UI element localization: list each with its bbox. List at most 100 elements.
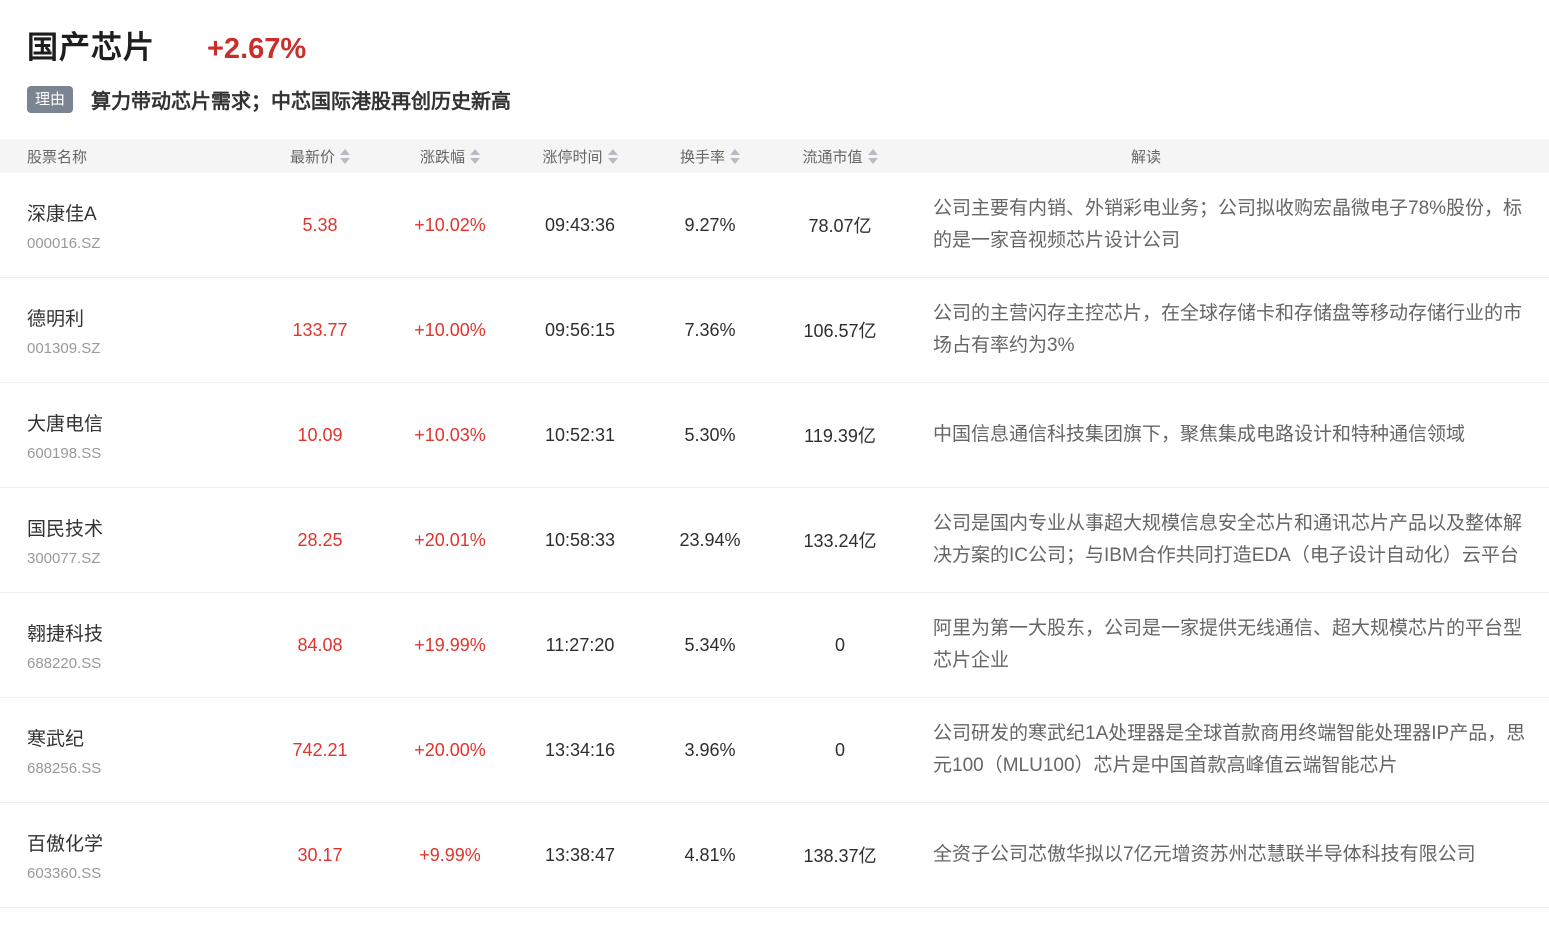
sort-icon [340, 148, 350, 164]
column-label: 换手率 [679, 148, 725, 166]
column-header-stock-name: 股票名称 [0, 146, 255, 167]
latest-price: 28.25 [297, 529, 343, 550]
turnover-rate: 9.27% [684, 214, 736, 235]
column-label: 解读 [1130, 148, 1161, 166]
limit-up-time: 13:38:47 [544, 844, 616, 865]
market-cap: 106.57亿 [803, 321, 877, 341]
sort-down-icon [340, 157, 350, 164]
stock-name-cell: 翱捷科技 688220.SS [0, 619, 255, 672]
stock-name-cell: 德明利 001309.SZ [0, 304, 255, 357]
sector-title-line: 国产芯片 +2.67% [27, 22, 1549, 67]
column-label: 流通市值 [802, 148, 863, 166]
market-cap: 78.07亿 [808, 216, 872, 236]
market-cap: 133.24亿 [803, 531, 877, 551]
stock-name[interactable]: 大唐电信 [27, 413, 104, 435]
stock-row[interactable]: 百傲化学 603360.SS 30.17 +9.99% 13:38:47 4.8… [0, 803, 1549, 908]
turnover-rate: 5.34% [684, 634, 736, 655]
stock-row[interactable]: 翱捷科技 688220.SS 84.08 +19.99% 11:27:20 5.… [0, 593, 1549, 698]
column-header-turnover-rate[interactable]: 换手率 [645, 146, 775, 167]
stock-table-body: 深康佳A 000016.SZ 5.38 +10.02% 09:43:36 9.2… [0, 173, 1549, 908]
stock-name-cell: 百傲化学 603360.SS [0, 829, 255, 882]
latest-price: 5.38 [302, 214, 338, 235]
turnover-rate: 3.96% [684, 739, 736, 760]
sort-down-icon [470, 157, 480, 164]
sort-down-icon [867, 157, 878, 164]
column-header-change-percent[interactable]: 涨跌幅 [385, 146, 515, 167]
reason-text: 算力带动芯片需求；中芯国际港股再创历史新高 [91, 91, 512, 113]
stock-code: 001309.SZ [27, 339, 101, 357]
change-percent: +10.03% [414, 424, 486, 445]
limit-up-time: 10:52:31 [544, 424, 616, 445]
analysis-text: 公司的主营闪存主控芯片，在全球存储卡和存储盘等移动存储行业的市场占有率约为3% [933, 303, 1523, 356]
latest-price: 133.77 [292, 319, 348, 340]
stock-code: 600198.SS [27, 444, 102, 462]
stock-code: 688220.SS [27, 654, 102, 672]
stock-row[interactable]: 寒武纪 688256.SS 742.21 +20.00% 13:34:16 3.… [0, 698, 1549, 803]
turnover-rate: 7.36% [684, 319, 736, 340]
change-percent: +10.00% [414, 319, 486, 340]
analysis-text: 公司研发的寒武纪1A处理器是全球首款商用终端智能处理器IP产品，思元100（ML… [933, 723, 1526, 776]
stock-row[interactable]: 国民技术 300077.SZ 28.25 +20.01% 10:58:33 23… [0, 488, 1549, 593]
stock-name-cell: 深康佳A 000016.SZ [0, 199, 255, 252]
column-header-limit-up-time[interactable]: 涨停时间 [515, 146, 645, 167]
sort-up-icon [340, 148, 350, 155]
sort-icon [867, 148, 878, 164]
stock-name[interactable]: 寒武纪 [27, 728, 85, 750]
turnover-rate: 4.81% [684, 844, 736, 865]
latest-price: 10.09 [297, 424, 343, 445]
limit-up-time: 13:34:16 [544, 739, 616, 760]
latest-price: 84.08 [297, 634, 343, 655]
stock-row[interactable]: 深康佳A 000016.SZ 5.38 +10.02% 09:43:36 9.2… [0, 173, 1549, 278]
sector-header: 国产芯片 +2.67% 理由 算力带动芯片需求；中芯国际港股再创历史新高 [0, 0, 1549, 139]
column-header-latest-price[interactable]: 最新价 [255, 146, 385, 167]
latest-price: 30.17 [297, 844, 343, 865]
sort-up-icon [607, 148, 618, 155]
stock-code: 000016.SZ [27, 234, 101, 252]
change-percent: +19.99% [414, 634, 486, 655]
turnover-rate: 23.94% [679, 529, 741, 550]
analysis-text: 公司是国内专业从事超大规模信息安全芯片和通讯芯片产品以及整体解决方案的IC公司；… [933, 513, 1523, 566]
stock-name-cell: 寒武纪 688256.SS [0, 724, 255, 777]
column-header-market-cap[interactable]: 流通市值 [775, 146, 905, 167]
sector-change-percent: +2.67% [207, 33, 307, 65]
limit-up-time: 11:27:20 [545, 634, 615, 655]
table-header-row: 股票名称 最新价 涨跌幅 涨停时间 换手率 流通市值 解读 [0, 139, 1549, 173]
stock-name[interactable]: 国民技术 [27, 518, 104, 540]
sort-up-icon [730, 148, 740, 155]
stock-name[interactable]: 德明利 [27, 308, 85, 330]
market-cap: 0 [834, 634, 845, 655]
sort-icon [607, 148, 618, 164]
column-label: 涨停时间 [542, 148, 603, 166]
sort-down-icon [730, 157, 740, 164]
sort-icon [470, 148, 480, 164]
market-cap: 0 [834, 739, 845, 760]
reason-badge: 理由 [27, 86, 74, 113]
stock-code: 603360.SS [27, 864, 102, 882]
stock-code: 688256.SS [27, 759, 102, 777]
limit-up-time: 09:56:15 [544, 319, 616, 340]
change-percent: +9.99% [419, 844, 481, 865]
column-label: 最新价 [289, 148, 335, 166]
stock-code: 300077.SZ [27, 549, 101, 567]
stock-name[interactable]: 翱捷科技 [27, 623, 104, 645]
sort-up-icon [470, 148, 480, 155]
analysis-text: 阿里为第一大股东，公司是一家提供无线通信、超大规模芯片的平台型芯片企业 [933, 618, 1523, 671]
stock-row[interactable]: 大唐电信 600198.SS 10.09 +10.03% 10:52:31 5.… [0, 383, 1549, 488]
change-percent: +10.02% [414, 214, 486, 235]
stock-name[interactable]: 深康佳A [27, 203, 97, 225]
sector-name: 国产芯片 [27, 30, 155, 65]
stock-row[interactable]: 德明利 001309.SZ 133.77 +10.00% 09:56:15 7.… [0, 278, 1549, 383]
change-percent: +20.01% [414, 529, 486, 550]
reason-line: 理由 算力带动芯片需求；中芯国际港股再创历史新高 [27, 85, 1549, 114]
sort-up-icon [867, 148, 878, 155]
market-cap: 138.37亿 [803, 846, 877, 866]
limit-up-time: 10:58:33 [544, 529, 616, 550]
stock-name[interactable]: 百傲化学 [27, 833, 104, 855]
stock-name-cell: 大唐电信 600198.SS [0, 409, 255, 462]
column-label: 股票名称 [27, 148, 88, 166]
latest-price: 742.21 [292, 739, 348, 760]
limit-up-time: 09:43:36 [544, 214, 616, 235]
analysis-text: 中国信息通信科技集团旗下，聚焦集成电路设计和特种通信领域 [933, 424, 1466, 445]
turnover-rate: 5.30% [684, 424, 736, 445]
